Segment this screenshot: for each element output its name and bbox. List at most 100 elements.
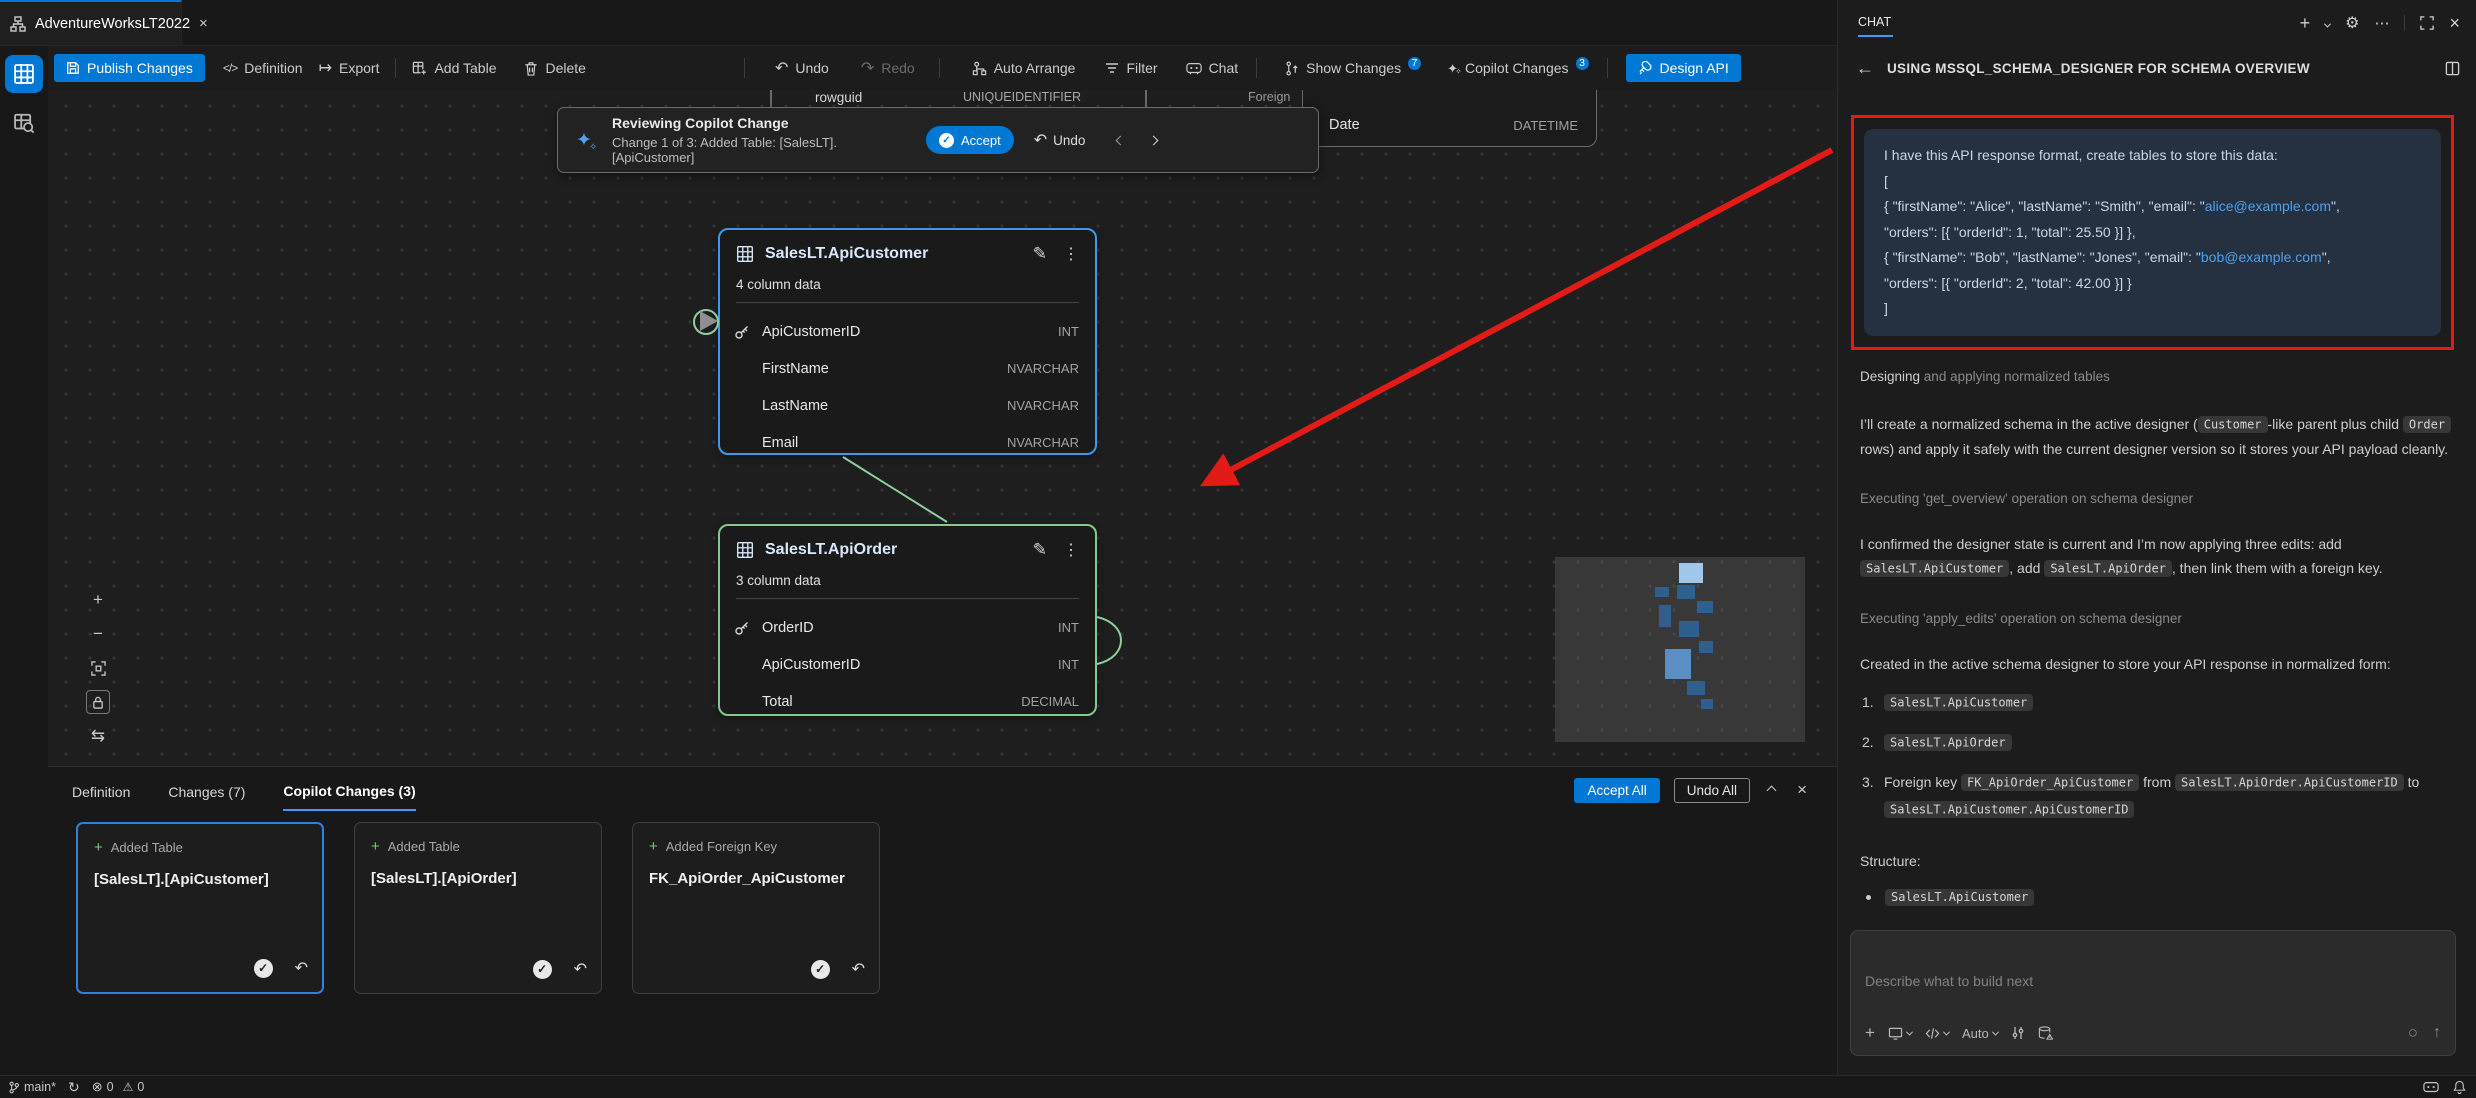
close-panel-icon[interactable]: × xyxy=(1797,780,1807,799)
previous-change-button[interactable] xyxy=(1111,125,1130,155)
accept-all-button[interactable]: Accept All xyxy=(1574,777,1660,803)
collapse-panel-icon[interactable] xyxy=(1764,783,1779,798)
new-chat-icon[interactable]: + xyxy=(2299,12,2311,33)
added-icon: + xyxy=(371,838,380,855)
filter-button[interactable]: Filter xyxy=(1097,55,1165,81)
model-picker[interactable]: Auto xyxy=(1962,1026,1999,1041)
column-name: ApiCustomerID xyxy=(762,656,861,673)
chat-input-box[interactable]: Describe what to build next + Auto xyxy=(1850,930,2456,1056)
accept-change-icon[interactable]: ✓ xyxy=(810,959,830,979)
table-node-apiorder[interactable]: SalesLT.ApiOrder ✎ ⋮ 3 column data xyxy=(718,524,1097,716)
activity-schema-designer-button[interactable] xyxy=(5,55,43,93)
design-api-button[interactable]: Design API xyxy=(1625,54,1741,82)
voice-loading-icon[interactable]: ○ xyxy=(2407,1023,2418,1042)
table-node-apicustomer[interactable]: SalesLT.ApiCustomer ✎ ⋮ 4 column data xyxy=(718,228,1097,455)
copilot-changes-button[interactable]: ✦ ✧ Copilot Changes 3 xyxy=(1439,54,1598,82)
column-row[interactable]: LastName NVARCHAR xyxy=(720,387,1095,424)
column-divider xyxy=(770,90,772,107)
email-link[interactable]: bob@example.com xyxy=(2200,249,2322,265)
close-panel-icon[interactable]: × xyxy=(2449,12,2460,33)
database-warning-icon[interactable] xyxy=(2038,1025,2053,1041)
show-changes-button[interactable]: Show Changes 7 xyxy=(1277,54,1431,81)
auto-arrange-button[interactable]: Auto Arrange xyxy=(964,55,1084,81)
activity-schema-find-button[interactable] xyxy=(9,108,39,138)
undo-change-icon[interactable]: ↶ xyxy=(573,961,587,978)
zoom-in-button[interactable]: + xyxy=(93,590,103,609)
change-name: [SalesLT].[ApiOrder] xyxy=(371,870,517,887)
chat-input-placeholder: Describe what to build next xyxy=(1865,973,2034,989)
change-card-apiorder[interactable]: + Added Table [SalesLT].[ApiOrder] ✓ ↶ xyxy=(354,822,602,994)
relayout-button[interactable]: ⇆ xyxy=(90,726,106,745)
tab-adventureworks[interactable]: AdventureWorksLT2022 × xyxy=(0,0,208,45)
filter-icon xyxy=(1106,63,1119,73)
accept-change-button[interactable]: ✓ Accept xyxy=(926,126,1014,154)
fk-endpoint-loop xyxy=(693,309,719,335)
column-row[interactable]: OrderID INT xyxy=(720,609,1095,646)
add-table-button[interactable]: Add Table xyxy=(404,55,504,81)
accept-change-icon[interactable]: ✓ xyxy=(253,958,273,978)
problems-item[interactable]: ⊗ 0 ⚠ 0 xyxy=(91,1079,145,1094)
tab-copilot-changes[interactable]: Copilot Changes (3) xyxy=(283,770,416,811)
undo-button[interactable]: ↶ Undo xyxy=(774,60,829,77)
mode-code-button[interactable] xyxy=(1925,1027,1950,1040)
definition-button[interactable]: </> Definition xyxy=(222,60,303,76)
fit-view-button[interactable] xyxy=(86,656,110,680)
minimap-node xyxy=(1687,681,1705,695)
tab-definition[interactable]: Definition xyxy=(72,783,131,800)
change-card-apicustomer[interactable]: + Added Table [SalesLT].[ApiCustomer] ✓ … xyxy=(76,822,324,994)
column-row[interactable]: ApiCustomerID INT xyxy=(720,313,1095,350)
canvas-minimap[interactable] xyxy=(1555,557,1805,742)
tool-execution-status: Executing 'apply_edits' operation on sch… xyxy=(1860,610,2182,626)
send-button[interactable]: ↑ xyxy=(2433,1024,2441,1041)
change-kind: Added Table xyxy=(387,839,460,854)
tab-changes[interactable]: Changes (7) xyxy=(168,783,246,800)
next-change-button[interactable] xyxy=(1144,125,1163,155)
undo-change-icon[interactable]: ↶ xyxy=(851,961,865,978)
undo-change-icon[interactable]: ↶ xyxy=(294,960,308,977)
undo-icon: ↶ xyxy=(774,60,789,77)
export-button[interactable]: ↦ Export xyxy=(318,60,380,77)
email-link[interactable]: alice@example.com xyxy=(2204,198,2332,214)
minimap-node xyxy=(1699,641,1713,653)
delete-button[interactable]: Delete xyxy=(516,55,593,81)
tools-icon[interactable] xyxy=(2011,1026,2025,1040)
publish-changes-button[interactable]: Publish Changes xyxy=(54,54,205,82)
tab-close-icon[interactable]: × xyxy=(199,15,208,32)
inline-code: SalesLT.ApiOrder xyxy=(2044,560,2172,577)
notifications-bell-icon[interactable] xyxy=(2453,1080,2466,1094)
table-menu-icon[interactable]: ⋮ xyxy=(1063,542,1079,559)
accept-change-icon[interactable]: ✓ xyxy=(532,959,552,979)
edit-table-icon[interactable]: ✎ xyxy=(1032,244,1047,263)
more-actions-icon[interactable]: ⋯ xyxy=(2374,15,2390,32)
table-subtitle: 4 column data xyxy=(736,277,1079,303)
new-chat-dropdown-icon[interactable] xyxy=(2324,15,2332,32)
column-row[interactable]: Total DECIMAL xyxy=(720,683,1095,720)
table-menu-icon[interactable]: ⋮ xyxy=(1063,246,1079,263)
column-row[interactable]: FirstName NVARCHAR xyxy=(720,350,1095,387)
attach-screen-button[interactable] xyxy=(1888,1027,1913,1040)
minimap-node xyxy=(1655,587,1669,597)
chat-message-list[interactable]: I have this API response format, create … xyxy=(1838,90,2476,1075)
git-branch-item[interactable]: main* xyxy=(8,1080,56,1094)
gear-icon[interactable]: ⚙ xyxy=(2345,15,2360,32)
open-in-editor-icon[interactable] xyxy=(2445,61,2460,76)
schema-designer-icon xyxy=(10,15,26,32)
sync-icon[interactable]: ↻ xyxy=(67,1078,80,1095)
schema-canvas[interactable]: rowguid UNIQUEIDENTIFIER Foreign Date DA… xyxy=(48,90,1837,766)
maximize-panel-icon[interactable] xyxy=(2420,16,2435,30)
chat-button[interactable]: Chat xyxy=(1178,55,1247,81)
undo-all-button[interactable]: Undo All xyxy=(1673,777,1751,803)
redo-button[interactable]: ↷ Redo xyxy=(860,60,915,77)
change-card-foreignkey[interactable]: + Added Foreign Key FK_ApiOrder_ApiCusto… xyxy=(632,822,880,994)
chat-tab-label[interactable]: CHAT xyxy=(1858,9,1894,37)
column-row[interactable]: Email NVARCHAR xyxy=(720,424,1095,461)
copilot-status-icon[interactable] xyxy=(2423,1081,2439,1094)
undo-change-button[interactable]: ↶ Undo xyxy=(1033,132,1086,149)
back-icon[interactable]: ← xyxy=(1856,57,1874,78)
zoom-out-button[interactable]: − xyxy=(93,624,103,643)
column-row[interactable]: ApiCustomerID INT xyxy=(720,646,1095,683)
primary-key-icon xyxy=(734,324,762,340)
add-context-button[interactable]: + xyxy=(1865,1023,1875,1042)
edit-table-icon[interactable]: ✎ xyxy=(1032,540,1047,559)
lock-view-button[interactable] xyxy=(86,690,110,714)
